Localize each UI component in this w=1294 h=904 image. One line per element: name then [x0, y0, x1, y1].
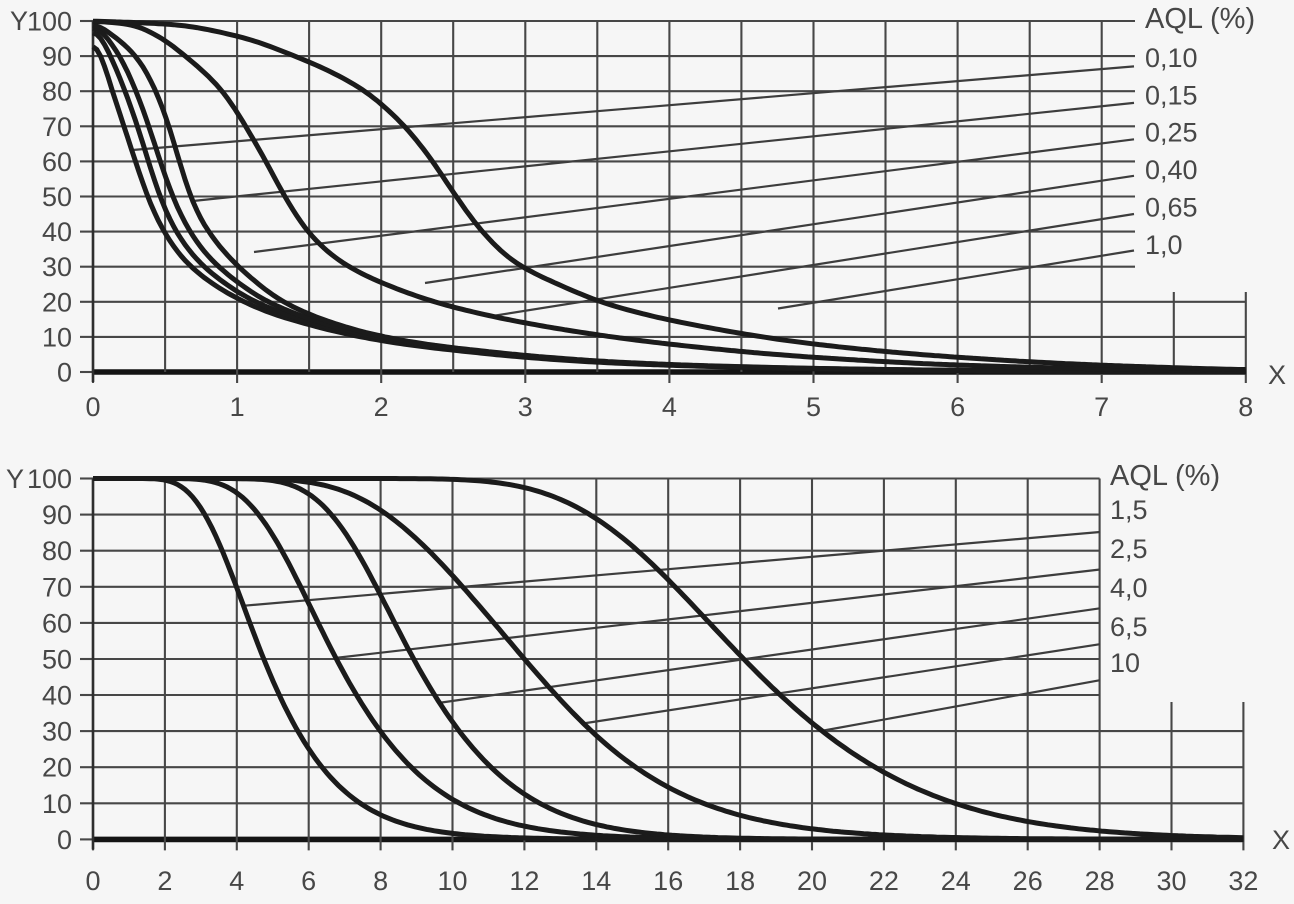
svg-text:6: 6: [301, 866, 316, 896]
svg-text:100: 100: [27, 7, 72, 37]
svg-text:50: 50: [42, 182, 72, 212]
svg-text:0: 0: [85, 392, 100, 422]
svg-text:12: 12: [509, 866, 539, 896]
svg-text:60: 60: [42, 608, 72, 638]
svg-text:0,25: 0,25: [1145, 118, 1198, 148]
svg-text:60: 60: [42, 147, 72, 177]
svg-text:4: 4: [229, 866, 244, 896]
svg-text:40: 40: [42, 681, 72, 711]
svg-text:8: 8: [1238, 392, 1253, 422]
svg-text:70: 70: [42, 572, 72, 602]
svg-text:1: 1: [230, 392, 245, 422]
svg-text:20: 20: [797, 866, 827, 896]
svg-text:16: 16: [653, 866, 683, 896]
svg-text:0,15: 0,15: [1145, 81, 1198, 111]
svg-text:30: 30: [42, 717, 72, 747]
svg-text:70: 70: [42, 112, 72, 142]
svg-text:50: 50: [42, 645, 72, 675]
svg-text:Y: Y: [10, 6, 28, 36]
svg-text:10: 10: [42, 322, 72, 352]
svg-text:14: 14: [581, 866, 611, 896]
svg-text:32: 32: [1228, 866, 1258, 896]
svg-text:90: 90: [42, 42, 72, 72]
svg-text:0: 0: [57, 825, 72, 855]
svg-text:AQL (%): AQL (%): [1110, 460, 1220, 492]
svg-text:10: 10: [437, 866, 467, 896]
svg-text:40: 40: [42, 217, 72, 247]
svg-text:2: 2: [374, 392, 389, 422]
svg-text:0: 0: [85, 866, 100, 896]
svg-text:4,0: 4,0: [1110, 573, 1148, 603]
svg-text:2,5: 2,5: [1110, 534, 1148, 564]
svg-text:10: 10: [1110, 648, 1140, 678]
svg-text:4: 4: [662, 392, 677, 422]
svg-text:6: 6: [950, 392, 965, 422]
svg-text:20: 20: [42, 753, 72, 783]
svg-text:AQL (%): AQL (%): [1145, 3, 1255, 35]
svg-text:10: 10: [42, 789, 72, 819]
svg-text:18: 18: [725, 866, 755, 896]
svg-text:3: 3: [518, 392, 533, 422]
svg-text:Y: Y: [6, 464, 24, 494]
svg-text:80: 80: [42, 77, 72, 107]
svg-text:22: 22: [869, 866, 899, 896]
svg-text:0: 0: [57, 358, 72, 388]
svg-text:20: 20: [42, 287, 72, 317]
svg-text:30: 30: [1156, 866, 1186, 896]
svg-text:7: 7: [1094, 392, 1109, 422]
svg-text:0,10: 0,10: [1145, 43, 1198, 73]
svg-text:26: 26: [1013, 866, 1043, 896]
svg-text:2: 2: [157, 866, 172, 896]
svg-text:5: 5: [806, 392, 821, 422]
svg-text:X: X: [1268, 360, 1286, 390]
svg-text:24: 24: [941, 866, 971, 896]
svg-text:0,65: 0,65: [1145, 193, 1198, 223]
svg-text:28: 28: [1085, 866, 1115, 896]
svg-text:100: 100: [27, 464, 72, 494]
svg-text:6,5: 6,5: [1110, 612, 1148, 642]
svg-text:80: 80: [42, 536, 72, 566]
svg-text:1,5: 1,5: [1110, 495, 1148, 525]
svg-text:90: 90: [42, 500, 72, 530]
svg-text:0,40: 0,40: [1145, 155, 1198, 185]
svg-text:30: 30: [42, 252, 72, 282]
svg-text:X: X: [1272, 825, 1290, 855]
svg-text:8: 8: [373, 866, 388, 896]
svg-text:1,0: 1,0: [1145, 230, 1183, 260]
